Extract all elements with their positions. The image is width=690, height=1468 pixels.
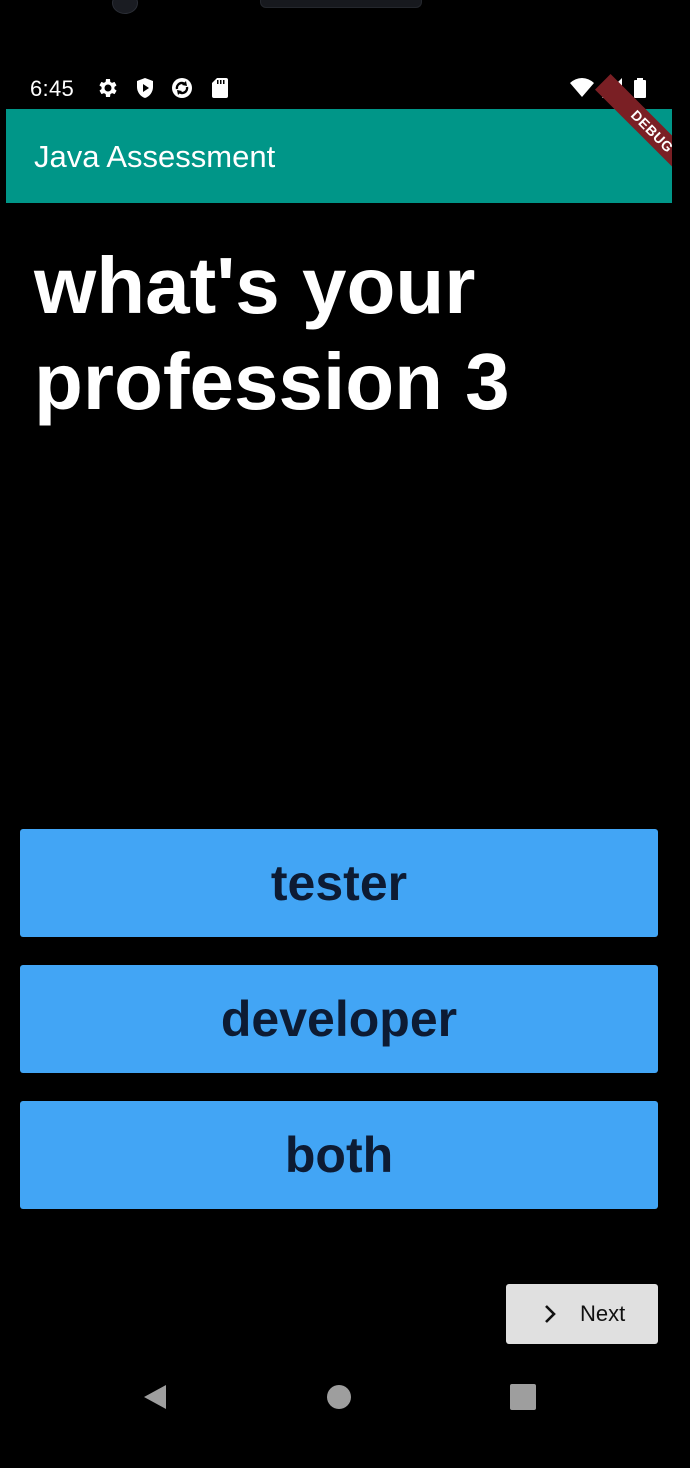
wifi-icon xyxy=(570,78,594,97)
earpiece xyxy=(260,0,422,8)
answer-button-tester[interactable]: tester xyxy=(20,829,658,937)
gear-icon xyxy=(99,79,117,97)
debug-banner-label: DEBUG xyxy=(595,74,672,168)
back-icon[interactable] xyxy=(140,1382,170,1412)
chevron-right-icon xyxy=(545,1305,556,1323)
answer-button-developer[interactable]: developer xyxy=(20,965,658,1073)
status-bar: 6:45 xyxy=(0,68,690,110)
sd-card-icon xyxy=(212,78,228,98)
answer-button-both[interactable]: both xyxy=(20,1101,658,1209)
question-text: what's your profession 3 xyxy=(34,241,510,426)
front-camera xyxy=(112,0,138,14)
system-nav-bar xyxy=(0,1360,690,1430)
app-bar-title: Java Assessment xyxy=(34,139,276,174)
debug-banner: DEBUG xyxy=(572,68,672,168)
next-button[interactable]: Next xyxy=(506,1284,658,1344)
app-bar: Java Assessment xyxy=(6,109,672,203)
sync-icon xyxy=(172,78,192,98)
battery-icon xyxy=(634,78,646,98)
recents-icon[interactable] xyxy=(508,1382,538,1412)
shield-icon xyxy=(137,78,153,98)
status-time: 6:45 xyxy=(30,76,75,101)
next-button-label: Next xyxy=(580,1301,626,1326)
home-icon[interactable] xyxy=(324,1382,354,1412)
